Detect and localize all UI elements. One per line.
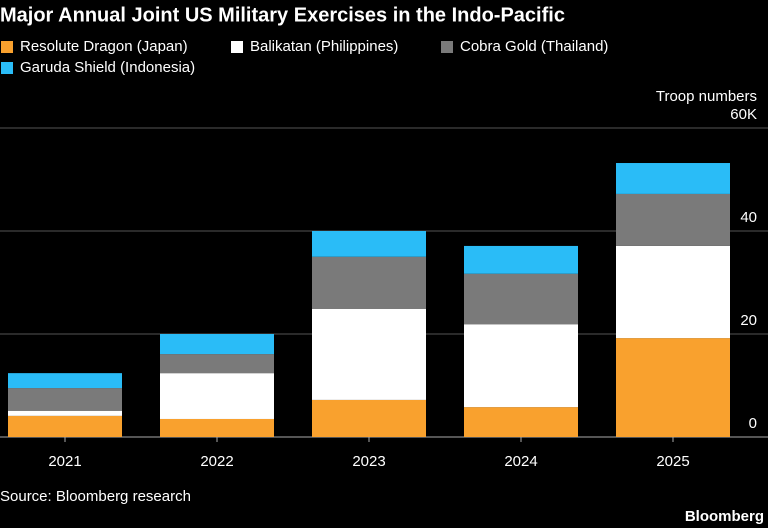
y-tick-label: 40 — [740, 209, 757, 226]
legend-swatch — [1, 41, 13, 53]
bar-segment — [464, 407, 578, 437]
x-tick-label: 2023 — [352, 453, 385, 470]
chart-title: Major Annual Joint US Military Exercises… — [0, 4, 565, 26]
bar-segment — [616, 193, 730, 246]
bar-segment — [616, 163, 730, 194]
bar-segment — [464, 245, 578, 274]
bar-segment — [8, 410, 122, 416]
y-tick-label: 0 — [749, 415, 757, 432]
bar-segment — [616, 245, 730, 339]
source: Source: Bloomberg research — [0, 488, 191, 505]
legend-swatch — [231, 41, 243, 53]
y-tick-label: 60K — [730, 106, 757, 123]
bar-segment — [160, 373, 274, 419]
legend-label: Garuda Shield (Indonesia) — [20, 59, 195, 76]
bar-segment — [8, 415, 122, 437]
brand: Bloomberg — [685, 508, 764, 525]
bar-segment — [312, 231, 426, 257]
legend-label: Cobra Gold (Thailand) — [460, 38, 608, 55]
bar-segment — [160, 418, 274, 437]
bar-segment — [312, 399, 426, 437]
x-tick-label: 2024 — [504, 453, 537, 470]
bar-segment — [312, 256, 426, 309]
legend-label: Resolute Dragon (Japan) — [20, 38, 188, 55]
legend-swatch — [1, 62, 13, 74]
bar-segment — [312, 308, 426, 400]
x-tick-label: 2025 — [656, 453, 689, 470]
x-tick-label: 2021 — [48, 453, 81, 470]
bar-segment — [616, 338, 730, 437]
legend-swatch — [441, 41, 453, 53]
bar-segment — [464, 273, 578, 325]
y-tick-label: 20 — [740, 312, 757, 329]
y-axis-label: Troop numbers — [656, 88, 757, 105]
bar-segment — [160, 334, 274, 355]
bar-segment — [8, 373, 122, 389]
x-tick-label: 2022 — [200, 453, 233, 470]
bar-segment — [8, 388, 122, 411]
bar-segment — [464, 324, 578, 408]
legend-label: Balikatan (Philippines) — [250, 38, 398, 55]
bar-segment — [160, 354, 274, 374]
